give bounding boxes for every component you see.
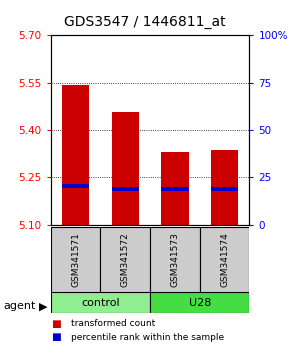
Bar (161, 152, 188, 225)
Bar (62, 85, 89, 225)
Bar (62, 184, 89, 188)
Text: control: control (81, 298, 120, 308)
Text: ■: ■ (51, 319, 61, 329)
Bar (211, 150, 238, 225)
Bar (51, 227, 100, 292)
Text: GSM341572: GSM341572 (121, 232, 130, 287)
Bar (112, 187, 139, 190)
Text: ▶: ▶ (39, 301, 48, 311)
Bar (161, 187, 188, 190)
Text: GSM341571: GSM341571 (71, 232, 80, 287)
Text: U28: U28 (188, 298, 211, 308)
Text: percentile rank within the sample: percentile rank within the sample (71, 332, 224, 342)
Bar (200, 227, 249, 292)
Text: GSM341573: GSM341573 (171, 232, 180, 287)
Bar (51, 292, 150, 313)
Bar (150, 227, 200, 292)
Bar (100, 227, 150, 292)
Text: ■: ■ (51, 332, 61, 342)
Text: transformed count: transformed count (71, 319, 155, 329)
Bar (211, 187, 238, 190)
Text: GDS3547 / 1446811_at: GDS3547 / 1446811_at (64, 15, 226, 29)
Bar (112, 112, 139, 225)
Text: GSM341574: GSM341574 (220, 232, 229, 287)
Text: agent: agent (3, 301, 35, 311)
Bar (150, 292, 249, 313)
